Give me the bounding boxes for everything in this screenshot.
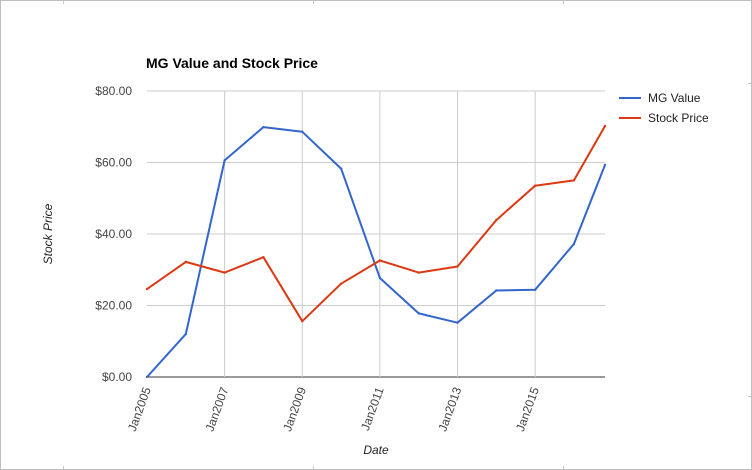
data-point [603, 163, 607, 167]
legend[interactable]: MG Value Stock Price [619, 91, 709, 125]
ruler-tick [63, 466, 64, 469]
x-tick-label: Jan2009 [280, 385, 309, 433]
data-point [223, 159, 226, 162]
y-axis: $0.00 $20.00 $40.00 $60.00 $80.00 [95, 84, 132, 384]
y-tick-label: $40.00 [95, 227, 132, 241]
data-point [495, 218, 498, 222]
y-tick-label: $80.00 [95, 84, 132, 98]
y-axis-title: Stock Price [41, 203, 55, 264]
data-point [339, 167, 343, 170]
data-point [572, 242, 576, 246]
data-point [417, 312, 420, 315]
ruler-tick [563, 1, 564, 4]
data-point [495, 289, 498, 292]
data-point [223, 271, 226, 274]
legend-label: MG Value [648, 91, 701, 105]
x-axis-title: Date [363, 443, 389, 457]
data-point [378, 259, 382, 262]
ruler-tick [313, 1, 314, 4]
data-point [572, 179, 576, 182]
series-line-stock-price [146, 125, 606, 323]
x-tick-label: Jan2015 [513, 385, 542, 433]
ruler-tick [748, 396, 751, 397]
data-point [262, 256, 265, 259]
data-point [456, 265, 459, 268]
x-axis: Jan2005 Jan2007 Jan2009 Jan2011 Jan2013 Jan20… [125, 385, 542, 433]
grid [147, 90, 605, 378]
y-tick-label: $20.00 [95, 299, 132, 313]
data-point [184, 332, 188, 336]
y-tick-label: $0.00 [102, 370, 132, 384]
series-lines [145, 124, 607, 379]
data-point [145, 287, 149, 291]
data-point [184, 260, 188, 264]
data-point [533, 288, 537, 291]
data-point [417, 271, 420, 274]
data-point [378, 276, 382, 280]
ruler-tick [563, 466, 564, 469]
y-tick-label: $60.00 [95, 156, 132, 170]
data-point [301, 320, 304, 323]
x-tick-label: Jan2007 [203, 385, 232, 433]
data-point [603, 124, 607, 128]
data-point [145, 375, 149, 379]
data-point [456, 321, 459, 324]
ruler-tick [313, 466, 314, 469]
ruler-tick [748, 83, 751, 84]
data-point [301, 130, 304, 133]
data-point [339, 282, 343, 285]
x-tick-label: Jan2005 [125, 385, 154, 433]
x-tick-label: Jan2011 [358, 385, 387, 433]
chart-title: MG Value and Stock Price [146, 55, 318, 71]
series-line-mg-value [146, 126, 606, 378]
data-point [262, 125, 265, 129]
x-tick-label: Jan2013 [435, 385, 464, 433]
data-point [533, 184, 537, 187]
legend-label: Stock Price [648, 111, 709, 125]
ruler-tick [63, 1, 64, 4]
